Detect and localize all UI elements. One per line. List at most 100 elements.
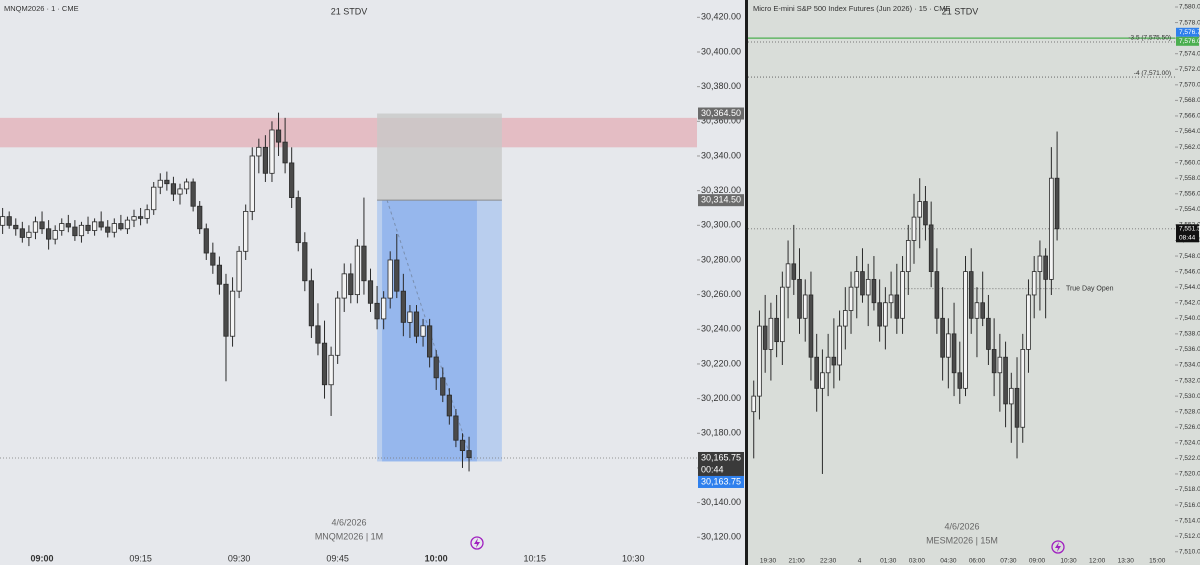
candle-body xyxy=(923,201,928,226)
candle-body xyxy=(144,209,150,219)
candle-body xyxy=(302,242,308,282)
candle-body xyxy=(236,250,242,292)
candle-body xyxy=(991,349,997,374)
y-tick-label: 7,568.00 xyxy=(1179,97,1200,104)
candle-body xyxy=(453,415,459,441)
candle-body xyxy=(831,356,837,366)
candle-body xyxy=(785,263,791,288)
chart-footer: MNQM2026 | 1M xyxy=(315,531,383,541)
candle-body xyxy=(768,317,774,350)
y-tick-label: 7,560.00 xyxy=(1179,159,1200,166)
candle-body xyxy=(843,310,848,327)
candle-body xyxy=(413,311,420,337)
candle-body xyxy=(940,317,945,358)
y-tick-label: 7,532.00 xyxy=(1179,377,1200,384)
candle-body xyxy=(124,219,131,230)
x-tick-label: 09:30 xyxy=(228,553,251,563)
candle-body xyxy=(394,259,400,292)
y-tick-label: 30,320.00 xyxy=(701,185,741,195)
candle-body xyxy=(837,325,842,366)
chart-title: MNQM2026 · 1 · CME xyxy=(4,4,79,13)
candle-body xyxy=(0,216,6,226)
candle-body xyxy=(32,221,39,233)
y-tick-label: 7,526.00 xyxy=(1179,424,1200,431)
price-axis xyxy=(1175,0,1200,565)
candle-body xyxy=(820,372,825,389)
candle-body xyxy=(928,224,934,273)
y-tick-label: 7,536.00 xyxy=(1179,346,1200,353)
candle-body xyxy=(72,226,78,237)
note-label: -3.5 (7,575.50) xyxy=(1128,35,1171,42)
y-tick-label: 30,380.00 xyxy=(701,81,741,91)
y-tick-label: 7,580.00 xyxy=(1179,4,1200,11)
candle-body xyxy=(957,372,963,389)
candle-body xyxy=(46,228,52,240)
candle-body xyxy=(105,226,111,233)
x-tick-label: 04:30 xyxy=(940,558,957,565)
price-label: 30,163.75 xyxy=(701,476,741,486)
x-tick-label: 10:30 xyxy=(1060,558,1077,565)
price-label: 30,364.50 xyxy=(701,108,741,118)
note-label: -4 (7,571.00) xyxy=(1134,70,1171,77)
candle-body xyxy=(210,252,216,266)
alert-icon[interactable] xyxy=(470,536,484,550)
candle-body xyxy=(216,264,223,285)
candle-body xyxy=(183,181,190,190)
alert-icon[interactable] xyxy=(1051,540,1065,554)
candle-body xyxy=(407,311,413,323)
y-tick-label: 30,120.00 xyxy=(701,532,741,542)
candle-body xyxy=(341,273,347,299)
candle-body xyxy=(361,245,367,282)
candle-body xyxy=(946,333,951,358)
y-tick-label: 7,522.00 xyxy=(1179,455,1200,462)
price-label-time: 08:44 xyxy=(1179,235,1196,242)
y-tick-label: 30,360.00 xyxy=(701,116,741,126)
price-label: 30,314.50 xyxy=(701,195,741,205)
candle-body xyxy=(6,216,12,226)
y-tick-label: 7,512.00 xyxy=(1179,533,1200,540)
candle-body xyxy=(387,259,393,299)
candle-body xyxy=(466,450,472,458)
candle-body xyxy=(1037,255,1043,273)
candle-body xyxy=(848,286,854,311)
price-label-bg xyxy=(1176,224,1199,243)
x-tick-label: 19:30 xyxy=(760,558,777,565)
chart-date: 4/6/2026 xyxy=(331,517,366,527)
y-tick-label: 7,562.00 xyxy=(1179,144,1200,151)
y-tick-label: 30,400.00 xyxy=(701,46,741,56)
candle-body xyxy=(780,286,785,343)
price-label-bg xyxy=(1176,27,1199,37)
candle-body xyxy=(433,356,439,379)
candle-body xyxy=(825,356,831,374)
x-tick-label: 01:30 xyxy=(880,558,897,565)
y-tick-label: 30,180.00 xyxy=(701,428,741,438)
y-tick-label: 30,260.00 xyxy=(701,289,741,299)
x-tick-label: 03:00 xyxy=(909,558,926,565)
price-label-bg xyxy=(698,194,744,207)
y-tick-label: 30,280.00 xyxy=(701,254,741,264)
y-tick-label: 7,566.00 xyxy=(1179,113,1200,120)
candle-body xyxy=(275,129,282,143)
x-tick-label: 10:00 xyxy=(425,553,448,563)
candle-body xyxy=(774,317,779,343)
y-tick-label: 30,200.00 xyxy=(701,393,741,403)
candle-body xyxy=(951,333,957,374)
candle-body xyxy=(78,224,85,237)
candle-body xyxy=(308,280,314,327)
candle-body xyxy=(911,216,917,241)
candle-body xyxy=(13,224,19,230)
y-tick-label: 30,420.00 xyxy=(701,12,741,22)
y-tick-label: 7,574.00 xyxy=(1179,50,1200,57)
candle-body xyxy=(894,294,900,319)
candle-body xyxy=(1014,387,1020,428)
price-label: 30,165.75 xyxy=(701,452,741,462)
candle-body xyxy=(223,283,229,337)
y-tick-label: 7,538.00 xyxy=(1179,331,1200,338)
y-tick-label: 7,570.00 xyxy=(1179,82,1200,89)
candle-body xyxy=(262,146,268,174)
candle-body xyxy=(854,271,860,288)
candle-body xyxy=(282,141,288,164)
candle-body xyxy=(151,186,157,211)
candle-body xyxy=(131,216,137,221)
